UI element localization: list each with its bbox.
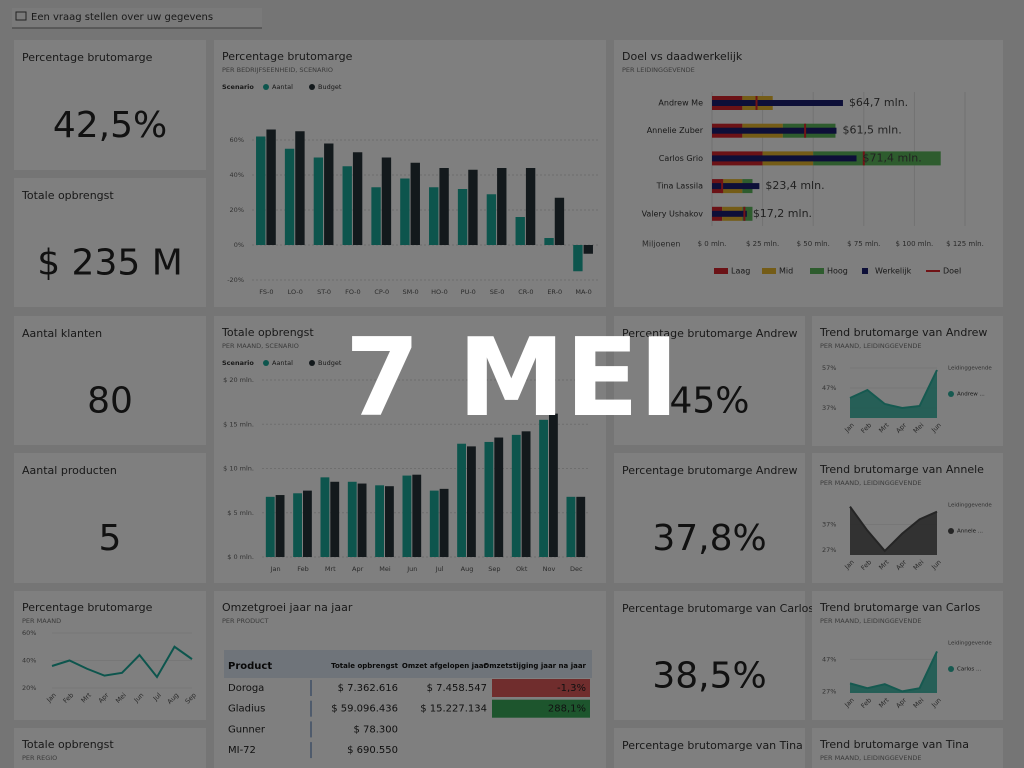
overlay-text: 7 MEI [345,316,679,441]
